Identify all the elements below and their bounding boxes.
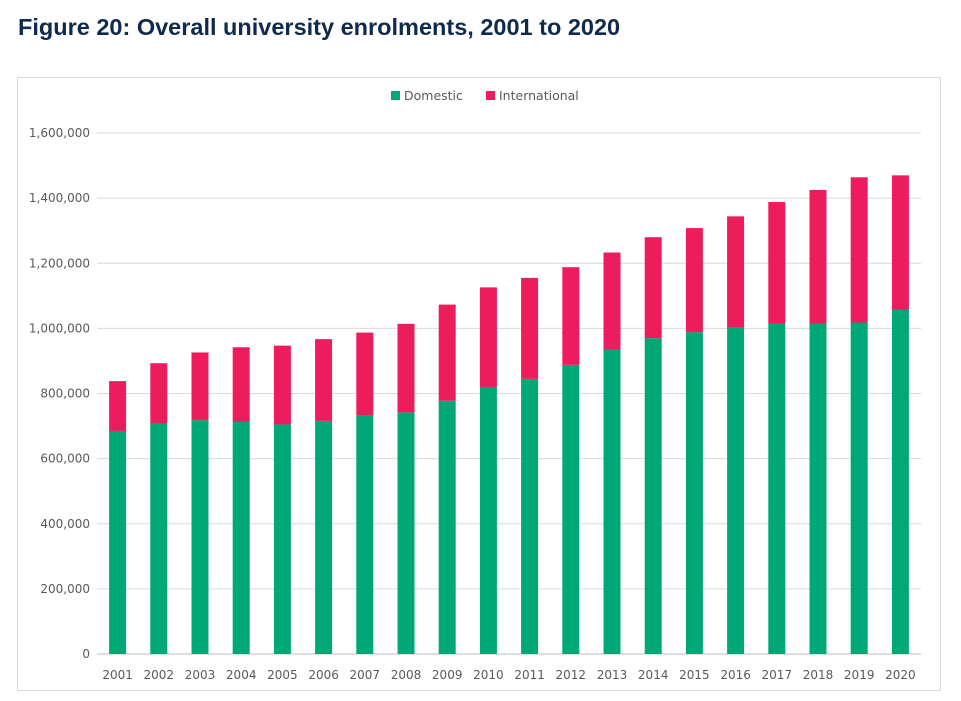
x-tick-label: 2002 [144, 668, 175, 682]
bar-domestic-2020 [891, 309, 909, 654]
bar-domestic-2001 [109, 430, 127, 654]
chart-frame: 0 200,000 400,000 600,000 800,000 1,000,000 1,… [17, 77, 941, 691]
bar-international-2004 [232, 347, 250, 422]
bar-international-2007 [356, 332, 374, 416]
x-tick-label: 2020 [885, 668, 916, 682]
bar-international-2016 [727, 216, 745, 328]
bar-domestic-2006 [315, 420, 333, 654]
x-tick-label: 2003 [185, 668, 216, 682]
y-tick-label: 1,400,000 [29, 191, 90, 205]
bar-domestic-2017 [768, 323, 786, 654]
bar-domestic-2008 [397, 412, 415, 654]
x-tick-label: 2008 [391, 668, 422, 682]
x-tick-label: 2011 [514, 668, 545, 682]
y-tick-label: 1,000,000 [29, 321, 90, 335]
bar-international-2020 [891, 175, 909, 310]
bars [109, 175, 909, 654]
bar-domestic-2007 [356, 415, 374, 654]
bar-international-2011 [521, 277, 539, 379]
bar-international-2010 [479, 287, 497, 387]
bar-international-2017 [768, 202, 786, 324]
x-tick-label: 2012 [556, 668, 587, 682]
legend-swatch-international [486, 91, 495, 100]
y-tick-label: 200,000 [40, 582, 90, 596]
x-tick-label: 2009 [432, 668, 463, 682]
bar-domestic-2011 [521, 378, 539, 654]
legend: Domestic International [391, 88, 579, 103]
bar-international-2009 [438, 304, 456, 401]
x-tick-label: 2004 [226, 668, 257, 682]
x-tick-label: 2018 [803, 668, 834, 682]
bar-domestic-2012 [562, 364, 580, 654]
gridlines [97, 132, 921, 655]
bar-international-2001 [109, 381, 127, 431]
bar-international-2008 [397, 323, 415, 413]
bar-international-2002 [150, 363, 168, 424]
x-tick-label: 2016 [720, 668, 751, 682]
legend-swatch-domestic [391, 91, 400, 100]
bar-domestic-2004 [232, 421, 250, 654]
bar-domestic-2019 [850, 322, 868, 654]
y-tick-label: 800,000 [40, 387, 90, 401]
bar-domestic-2014 [644, 338, 662, 654]
figure-title: Figure 20: Overall university enrolments… [18, 14, 621, 40]
y-tick-label: 400,000 [40, 517, 90, 531]
bar-international-2005 [273, 345, 291, 425]
legend-label-domestic: Domestic [404, 88, 463, 103]
x-tick-label: 2017 [762, 668, 793, 682]
x-tick-label: 2001 [102, 668, 133, 682]
bar-domestic-2003 [191, 420, 209, 654]
bar-domestic-2015 [685, 332, 703, 654]
x-tick-label: 2007 [350, 668, 381, 682]
stacked-bar-chart: 0 200,000 400,000 600,000 800,000 1,000,000 1,… [29, 88, 921, 682]
bar-domestic-2013 [603, 349, 621, 654]
y-tick-label: 600,000 [40, 452, 90, 466]
bar-domestic-2005 [273, 424, 291, 654]
bar-international-2013 [603, 252, 621, 350]
bar-international-2015 [685, 228, 703, 333]
bar-domestic-2009 [438, 400, 456, 654]
bar-international-2006 [315, 339, 333, 421]
x-tick-label: 2014 [638, 668, 669, 682]
x-tick-label: 2019 [844, 668, 875, 682]
x-tick-label: 2006 [308, 668, 339, 682]
bar-international-2014 [644, 237, 662, 339]
x-tick-label: 2010 [473, 668, 504, 682]
bar-domestic-2010 [479, 386, 497, 654]
bar-international-2003 [191, 352, 209, 421]
bar-international-2019 [850, 177, 868, 323]
y-tick-label: 0 [82, 647, 90, 661]
y-tick-label: 1,600,000 [29, 126, 90, 140]
x-tick-label: 2013 [597, 668, 628, 682]
x-tick-label: 2015 [679, 668, 710, 682]
y-tick-label: 1,200,000 [29, 256, 90, 270]
bar-international-2018 [809, 189, 827, 324]
x-tick-label: 2005 [267, 668, 298, 682]
bar-domestic-2016 [727, 327, 745, 654]
bar-international-2012 [562, 267, 580, 365]
bar-domestic-2018 [809, 323, 827, 654]
bar-domestic-2002 [150, 423, 168, 654]
legend-label-international: International [499, 88, 579, 103]
axes: 0 200,000 400,000 600,000 800,000 1,000,000 1,… [29, 126, 916, 682]
